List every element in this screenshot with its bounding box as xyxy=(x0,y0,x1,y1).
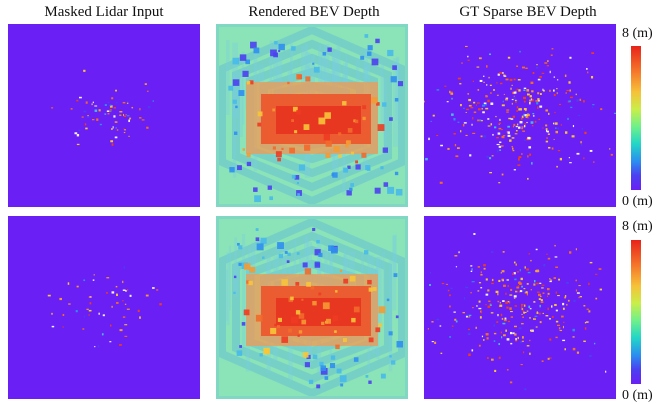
rendered-bev-depth-image xyxy=(216,216,408,399)
column-title-gt-sparse-bev-depth: GT Sparse BEV Depth xyxy=(459,4,597,20)
depth-colorbar xyxy=(631,46,641,190)
rendered-bev-depth-image xyxy=(216,24,408,207)
colorbar-min-label: 0 (m) xyxy=(622,194,653,209)
column-title-masked-lidar-input: Masked Lidar Input xyxy=(44,4,164,20)
gt-sparse-bev-depth-image xyxy=(424,216,616,399)
depth-colorbar xyxy=(631,240,641,384)
panel-masked-lidar-row2 xyxy=(8,216,200,399)
colorbar-max-label: 8 (m) xyxy=(622,26,653,41)
colorbar-min-label: 0 (m) xyxy=(622,388,653,403)
panel-masked-lidar-row1 xyxy=(8,24,200,207)
panel-gt-sparse-row1 xyxy=(424,24,616,207)
gt-sparse-bev-depth-image xyxy=(424,24,616,207)
column-title-rendered-bev-depth: Rendered BEV Depth xyxy=(248,4,380,20)
masked-lidar-image xyxy=(8,216,200,399)
masked-lidar-image xyxy=(8,24,200,207)
panel-gt-sparse-row2 xyxy=(424,216,616,399)
colorbar-max-label: 8 (m) xyxy=(622,219,653,234)
panel-rendered-bev-row2 xyxy=(216,216,408,399)
panel-rendered-bev-row1 xyxy=(216,24,408,207)
